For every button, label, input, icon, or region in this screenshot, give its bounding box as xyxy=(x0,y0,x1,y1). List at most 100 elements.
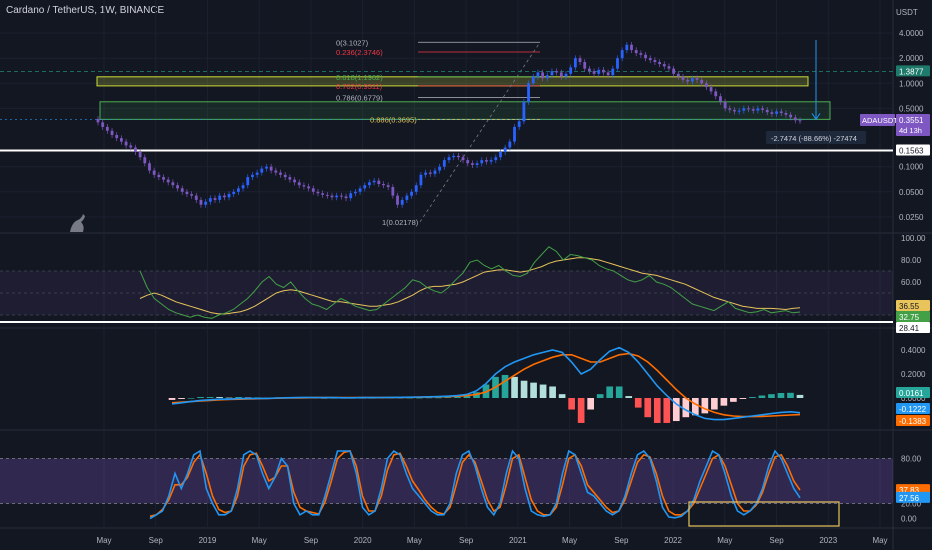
candle-body xyxy=(742,108,746,111)
macd-histogram-bar xyxy=(672,398,680,422)
candle-body xyxy=(761,108,764,110)
candle-body xyxy=(784,113,788,115)
macd-histogram-bar xyxy=(768,394,775,398)
candle-body xyxy=(400,199,404,205)
candle-body xyxy=(265,166,268,169)
candle-body xyxy=(667,66,671,69)
macd-tick-label: 0.4000 xyxy=(901,346,926,355)
macd-histogram-bar xyxy=(796,394,804,398)
x-tick-label: 2020 xyxy=(354,536,372,545)
candle-body xyxy=(171,182,175,186)
candle-body xyxy=(433,170,437,174)
candle-body xyxy=(134,147,137,153)
rsi-tick-label: 60.00 xyxy=(901,278,922,287)
candle-body xyxy=(180,188,184,192)
candle-body xyxy=(719,96,722,102)
fib-level-label: 0.886(0.3695) xyxy=(370,115,417,124)
macd-histogram-bar xyxy=(682,398,690,418)
macd-value: -0.1222 xyxy=(899,405,927,414)
x-tick-label: Sep xyxy=(769,536,784,545)
candle-body xyxy=(653,60,657,63)
macd-signal-value-bg xyxy=(896,415,930,426)
candle-body xyxy=(456,155,460,158)
x-tick-label: 2021 xyxy=(509,536,527,545)
candle-body xyxy=(583,62,587,69)
price-label-ada: 0.3551 xyxy=(899,116,924,125)
macd-histogram-bar xyxy=(178,398,185,399)
macd-histogram-bar xyxy=(549,386,556,398)
candle-body xyxy=(602,69,605,73)
macd-histogram-bar xyxy=(206,397,214,398)
stoch-tick-label: 80.00 xyxy=(901,455,922,464)
candle-body xyxy=(536,72,540,77)
candle-body xyxy=(405,195,409,200)
x-tick-label: May xyxy=(717,536,732,545)
candle-body xyxy=(475,163,479,165)
fib-trend-line xyxy=(419,42,541,223)
macd-signal-value: -0.1383 xyxy=(899,417,927,426)
candle-body xyxy=(410,191,413,196)
rsi-ma-line xyxy=(139,257,801,315)
x-tick-label: May xyxy=(252,536,267,545)
candle-body xyxy=(101,122,105,127)
candle-body xyxy=(676,73,680,77)
candle-body xyxy=(765,109,769,113)
candle-body xyxy=(494,157,498,161)
x-tick-label: Sep xyxy=(304,536,319,545)
candle-body xyxy=(480,160,484,164)
price-label-support-bg xyxy=(896,144,930,156)
macd-histogram-bar xyxy=(511,376,518,398)
candle-body xyxy=(232,191,236,195)
rsi-tick-label: 100.00 xyxy=(901,234,926,243)
candle-body xyxy=(648,58,652,61)
candle-body xyxy=(208,198,212,202)
macd-histogram-bar xyxy=(463,396,471,398)
candle-body xyxy=(190,194,194,196)
stoch-tick-label: 0.00 xyxy=(901,515,917,524)
candle-body xyxy=(349,193,353,199)
rsi-value-bg xyxy=(896,311,930,322)
candle-body xyxy=(466,160,470,164)
macd-value-bg xyxy=(896,403,930,414)
candle-body xyxy=(194,195,198,200)
candle-body xyxy=(260,168,264,173)
candle-body xyxy=(714,91,718,97)
candle-body xyxy=(316,191,320,194)
candle-body xyxy=(747,108,750,110)
x-tick-label: 2022 xyxy=(664,536,682,545)
candle-body xyxy=(690,78,694,82)
stoch-tick-label: 20.00 xyxy=(901,500,922,509)
candle-body xyxy=(236,188,240,192)
fib-level-label: 0.786(0.6779) xyxy=(336,93,383,102)
candle-body xyxy=(162,177,165,180)
x-tick-label: Sep xyxy=(614,536,629,545)
candle-body xyxy=(779,111,783,114)
macd-histogram-bar xyxy=(244,397,252,399)
rsi-ma-value: 36.55 xyxy=(899,302,920,311)
candle-body xyxy=(148,163,151,171)
price-tick-label: 0.0250 xyxy=(899,213,924,222)
macd-histogram-bar xyxy=(606,386,614,398)
price-label-ada-bg xyxy=(896,114,930,136)
candle-body xyxy=(592,71,596,74)
macd-histogram-bar xyxy=(720,398,728,406)
bar-countdown: 4d 13h xyxy=(899,126,922,135)
candle-body xyxy=(723,101,727,109)
candle-body xyxy=(489,160,493,162)
candle-body xyxy=(129,145,133,148)
rsi-ma-value-bg xyxy=(896,300,930,311)
candle-body xyxy=(339,195,343,197)
candle-body xyxy=(143,157,147,164)
candle-body xyxy=(751,109,755,111)
macd-histogram-bar xyxy=(634,398,642,408)
candle-body xyxy=(522,101,526,122)
macd-histogram-bar xyxy=(663,398,671,423)
candle-body xyxy=(630,44,633,51)
macd-histogram-bar xyxy=(711,398,718,410)
candle-body xyxy=(485,160,488,162)
candle-body xyxy=(681,76,685,80)
x-tick-label: 2019 xyxy=(199,536,217,545)
candle-body xyxy=(396,195,399,205)
candle-body xyxy=(447,157,451,161)
